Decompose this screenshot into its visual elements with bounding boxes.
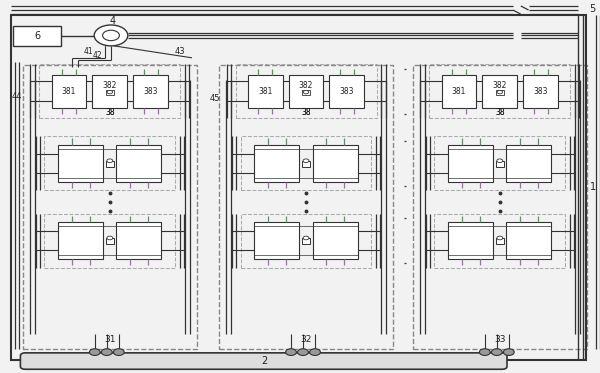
Text: 38: 38 bbox=[301, 108, 311, 117]
FancyBboxPatch shape bbox=[20, 353, 507, 369]
Bar bbox=[23, 65, 197, 349]
Bar bbox=[413, 65, 587, 349]
Text: 5: 5 bbox=[590, 4, 596, 14]
Text: 383: 383 bbox=[533, 87, 548, 96]
Bar bbox=[496, 161, 504, 166]
Text: 381: 381 bbox=[258, 87, 272, 96]
Bar bbox=[254, 222, 299, 259]
Text: 45: 45 bbox=[209, 94, 220, 103]
Bar bbox=[506, 145, 551, 182]
Text: 44: 44 bbox=[11, 93, 22, 101]
Bar bbox=[313, 145, 358, 182]
Text: 41: 41 bbox=[83, 47, 93, 56]
Bar bbox=[496, 90, 504, 95]
Text: 383: 383 bbox=[143, 87, 158, 96]
Circle shape bbox=[303, 236, 309, 240]
Circle shape bbox=[94, 25, 128, 46]
Text: 33: 33 bbox=[494, 335, 506, 344]
Bar bbox=[448, 222, 493, 259]
Text: 381: 381 bbox=[62, 87, 76, 96]
Bar bbox=[52, 75, 86, 108]
Text: 43: 43 bbox=[175, 47, 185, 56]
Text: 38: 38 bbox=[105, 108, 115, 117]
Bar bbox=[482, 75, 517, 108]
Bar bbox=[329, 75, 364, 108]
Bar bbox=[133, 75, 168, 108]
Bar bbox=[430, 64, 570, 119]
Text: 38: 38 bbox=[301, 108, 311, 117]
Text: 31: 31 bbox=[104, 335, 116, 344]
Bar bbox=[506, 222, 551, 259]
Bar bbox=[302, 161, 310, 166]
Circle shape bbox=[497, 236, 503, 240]
Bar bbox=[241, 136, 371, 190]
Bar bbox=[248, 75, 283, 108]
Text: 382: 382 bbox=[493, 81, 507, 90]
Bar bbox=[496, 238, 504, 244]
Circle shape bbox=[298, 349, 308, 355]
Bar bbox=[448, 145, 493, 182]
Bar bbox=[106, 90, 114, 95]
Text: 38: 38 bbox=[105, 108, 115, 117]
Text: 32: 32 bbox=[301, 335, 311, 344]
Bar bbox=[58, 145, 103, 182]
Circle shape bbox=[310, 349, 320, 355]
Circle shape bbox=[503, 349, 514, 355]
Bar bbox=[302, 90, 310, 95]
Text: 4: 4 bbox=[109, 16, 115, 26]
Bar bbox=[106, 238, 114, 244]
Bar bbox=[44, 213, 175, 268]
Bar bbox=[289, 75, 323, 108]
Bar bbox=[116, 222, 161, 259]
Text: 382: 382 bbox=[103, 81, 117, 90]
Text: 42: 42 bbox=[93, 51, 103, 60]
Bar bbox=[13, 26, 61, 46]
Bar bbox=[302, 238, 310, 244]
Circle shape bbox=[113, 349, 124, 355]
Circle shape bbox=[303, 159, 309, 163]
Bar bbox=[40, 64, 181, 119]
Bar bbox=[235, 64, 377, 119]
Text: 2: 2 bbox=[261, 356, 267, 366]
Circle shape bbox=[89, 349, 100, 355]
Circle shape bbox=[107, 90, 113, 94]
Bar bbox=[219, 65, 393, 349]
Circle shape bbox=[107, 236, 113, 240]
Circle shape bbox=[286, 349, 296, 355]
Circle shape bbox=[107, 159, 113, 163]
Bar bbox=[241, 213, 371, 268]
Circle shape bbox=[497, 90, 503, 94]
Text: 6: 6 bbox=[34, 31, 40, 41]
Bar bbox=[254, 145, 299, 182]
Text: 38: 38 bbox=[495, 108, 505, 117]
Bar bbox=[313, 222, 358, 259]
Circle shape bbox=[103, 30, 119, 41]
Circle shape bbox=[101, 349, 112, 355]
Bar bbox=[434, 136, 565, 190]
Text: 381: 381 bbox=[452, 87, 466, 96]
Text: 1: 1 bbox=[590, 182, 596, 191]
Circle shape bbox=[491, 349, 502, 355]
Bar bbox=[44, 136, 175, 190]
Bar bbox=[442, 75, 476, 108]
Bar bbox=[58, 222, 103, 259]
Text: 382: 382 bbox=[299, 81, 313, 90]
Bar bbox=[106, 161, 114, 166]
Text: 383: 383 bbox=[340, 87, 354, 96]
Bar bbox=[92, 75, 127, 108]
Circle shape bbox=[303, 90, 309, 94]
Circle shape bbox=[479, 349, 490, 355]
Circle shape bbox=[497, 159, 503, 163]
Bar bbox=[523, 75, 558, 108]
Bar bbox=[116, 145, 161, 182]
Bar bbox=[434, 213, 565, 268]
Text: 38: 38 bbox=[495, 108, 505, 117]
